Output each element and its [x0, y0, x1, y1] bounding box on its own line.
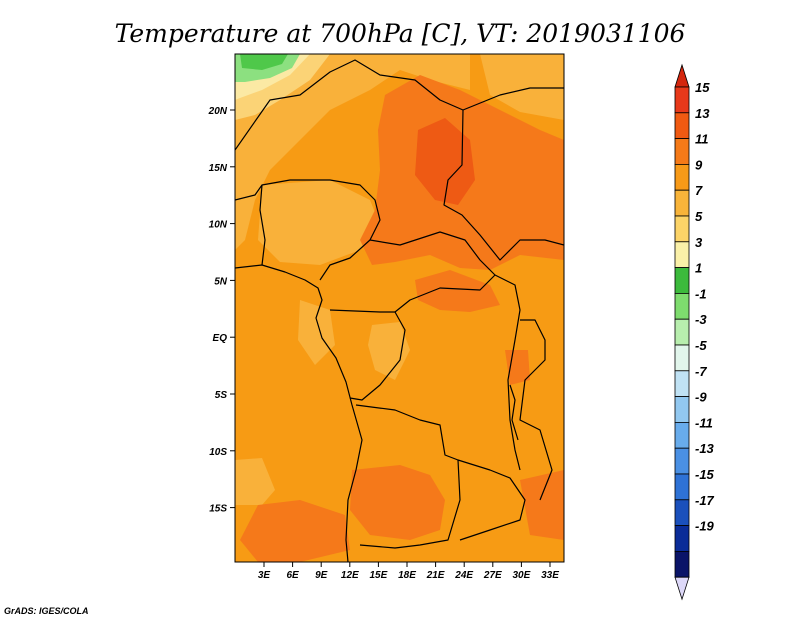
colorbar-label: -17 — [695, 493, 715, 508]
colorbar-label: -5 — [695, 338, 707, 353]
border-sudan — [462, 87, 564, 111]
y-tick-label: 20N — [208, 106, 228, 117]
colorbar-swatch — [674, 215, 690, 243]
x-tick-label: 3E — [258, 570, 271, 581]
shading-warm-angola — [350, 465, 445, 540]
colorbar-label: -15 — [695, 467, 715, 482]
coastline — [235, 264, 363, 562]
x-tick-label: 9E — [315, 570, 328, 581]
colorbar-under-arrow — [674, 576, 690, 601]
border-congo-basin — [329, 309, 406, 401]
x-tick-label: 30E — [513, 570, 531, 581]
colorbar-swatch — [674, 473, 690, 501]
colorbar-swatch — [674, 318, 690, 346]
colorbar-label: 5 — [695, 209, 703, 224]
shading-light-sw — [235, 458, 275, 505]
x-tick-label: 27E — [483, 570, 502, 581]
y-axis: 20N 15N 10N 5N EQ 5S 10S 15S — [208, 106, 235, 515]
shading-light-nigeria — [258, 180, 380, 265]
x-tick-label: 21E — [426, 570, 445, 581]
x-tick-label: 6E — [286, 570, 299, 581]
shading-light-east — [480, 54, 564, 120]
x-axis: 3E 6E 9E 12E 15E 18E 21E 24E 27E 30E 33E — [258, 562, 559, 581]
colorbar-swatch — [674, 344, 690, 372]
border-north — [235, 59, 564, 261]
border-zambia — [457, 459, 526, 541]
colorbar-over-arrow — [674, 63, 690, 88]
colorbar-label: -19 — [695, 519, 715, 534]
colorbar-label: 13 — [695, 106, 710, 121]
lake-tanganyika — [509, 384, 519, 441]
colorbar-label: 9 — [695, 157, 703, 172]
border-nigeria — [261, 179, 381, 281]
shading-green-dark — [240, 54, 288, 70]
y-tick-label: 10S — [209, 447, 227, 458]
colorbar-swatch — [674, 163, 690, 191]
colorbar-label: -9 — [695, 390, 707, 405]
x-tick-label: 15E — [370, 570, 388, 581]
temperature-map — [235, 54, 564, 562]
y-tick-label: 10N — [209, 220, 228, 231]
border-car — [369, 231, 496, 313]
colorbar-swatch — [674, 551, 690, 578]
colorbar-swatch — [674, 189, 690, 217]
colorbar-swatch — [674, 396, 690, 423]
colorbar-swatch — [674, 241, 690, 269]
colorbar-swatch — [674, 447, 690, 475]
colorbar-swatch — [674, 499, 690, 526]
y-tick-label: 15S — [209, 504, 227, 515]
colorbar-swatch — [674, 86, 690, 114]
shading-warm-south — [240, 500, 350, 562]
shading-warm-equator — [415, 270, 500, 312]
colorbar-label: -13 — [695, 441, 715, 456]
colorbar-swatch — [674, 112, 690, 140]
colorbar-label: -11 — [695, 415, 713, 430]
x-tick-label: 24E — [454, 570, 473, 581]
colorbar-label: -7 — [695, 364, 707, 379]
border-east-lakes — [519, 319, 553, 501]
y-tick-label: 5S — [215, 390, 228, 401]
shading-warm-se — [520, 470, 564, 540]
colorbar-label: 7 — [695, 183, 703, 198]
shading-light-north — [235, 54, 470, 250]
colorbar-swatch — [674, 292, 690, 320]
shading-hot-chad — [415, 118, 475, 205]
y-tick-label: EQ — [213, 333, 228, 344]
x-tick-label: 12E — [341, 570, 359, 581]
border-west — [235, 184, 266, 266]
y-tick-label: 15N — [209, 163, 228, 174]
map-frame — [234, 53, 565, 563]
shading-light-congo — [368, 322, 410, 380]
colorbar-swatch — [674, 370, 690, 397]
colorbar-label: -1 — [695, 286, 707, 301]
x-tick-label: 33E — [541, 570, 559, 581]
shading-light-gabon — [298, 300, 335, 365]
x-tick-label: 18E — [398, 570, 416, 581]
colorbar-swatch — [674, 525, 690, 552]
colorbar-label: -3 — [695, 312, 707, 327]
border-drc-east — [494, 274, 521, 471]
credit-text: GrADS: IGES/COLA — [4, 606, 89, 616]
colorbar-swatch — [674, 421, 690, 449]
colorbar-label: 1 — [695, 261, 702, 276]
colorbar-swatch — [674, 267, 690, 294]
colorbar-label: 3 — [695, 235, 703, 250]
y-tick-label: 5N — [214, 276, 228, 287]
borders — [235, 59, 564, 562]
colorbar: 15 13 11 9 7 5 3 1 -1 -3 -5 -7 -9 -11 -13 -15 -17 -19 — [674, 63, 715, 601]
map-title: Temperature at 700hPa [C], VT: 201903110… — [115, 19, 686, 48]
colorbar-label: 15 — [695, 80, 710, 95]
colorbar-swatch — [674, 138, 690, 165]
colorbar-label: 11 — [695, 132, 709, 147]
